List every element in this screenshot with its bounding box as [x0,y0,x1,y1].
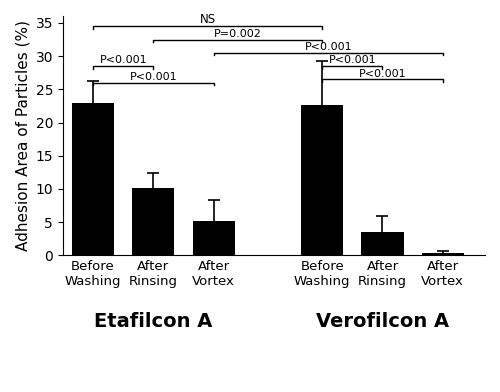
Text: Etafilcon A: Etafilcon A [94,312,212,331]
Text: P<0.001: P<0.001 [304,42,352,52]
Text: P<0.001: P<0.001 [100,55,147,65]
Text: P<0.001: P<0.001 [328,55,376,65]
Text: P<0.001: P<0.001 [130,72,177,82]
Bar [192,221,235,255]
Text: Verofilcon A: Verofilcon A [316,312,449,331]
Bar [362,232,404,255]
Bar [72,103,114,255]
Y-axis label: Adhesion Area of Particles (%): Adhesion Area of Particles (%) [15,20,30,251]
Text: P=0.002: P=0.002 [214,29,262,39]
Bar [301,105,344,255]
Bar [132,188,174,255]
Text: NS: NS [200,13,216,25]
Text: P<0.001: P<0.001 [358,69,406,79]
Bar [422,253,464,255]
